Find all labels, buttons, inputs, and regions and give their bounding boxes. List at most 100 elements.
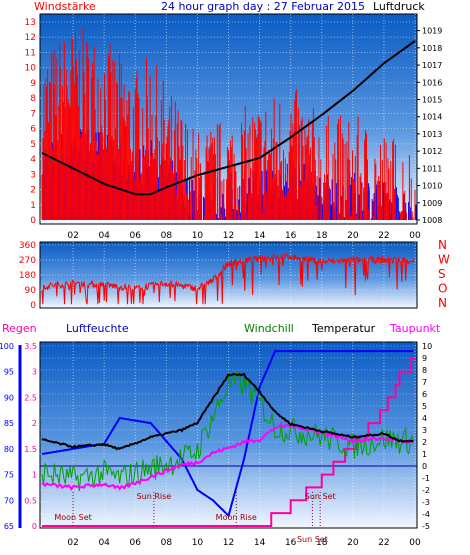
direction-tick: 0 — [30, 301, 36, 311]
dewpoint-line — [41, 422, 414, 491]
direction-tick: 270 — [19, 256, 36, 266]
hour-tick-label: 00 — [409, 538, 421, 548]
pressure-tick: 1013 — [422, 130, 442, 139]
hour-tick-label: 10 — [192, 231, 204, 241]
temperature-tick: -4 — [422, 510, 430, 519]
temperature-tick: 4 — [422, 414, 427, 423]
hour-tick-label: 14 — [254, 231, 266, 241]
direction-tick: 360 — [19, 241, 36, 251]
wind-speed-tick: 0 — [30, 216, 36, 226]
wind-speed-tick: 13 — [25, 18, 36, 28]
pressure-tick: 1018 — [422, 44, 442, 53]
pressure-tick: 1011 — [422, 164, 442, 173]
wind-speed-tick: 12 — [25, 33, 36, 43]
humidity-tick: 75 — [4, 471, 14, 480]
pressure-tick: 1009 — [422, 199, 442, 208]
wind-speed-tick: 4 — [30, 155, 36, 165]
rain-tick: 1 — [32, 471, 37, 480]
temperature-tick: 10 — [422, 342, 432, 351]
temperature-legend: Temperatur — [311, 322, 376, 335]
temperature-tick: -2 — [422, 486, 430, 495]
humidity-tick: 85 — [4, 419, 14, 428]
hour-tick-label: 06 — [130, 231, 142, 241]
windchill-line — [41, 371, 414, 491]
temperature-tick: 7 — [422, 378, 427, 387]
rain-tick: 0.5 — [24, 496, 37, 505]
wind-direction-line — [41, 253, 415, 305]
humidity-tick: 95 — [4, 368, 14, 377]
rain-tick: 0 — [32, 522, 37, 531]
humidity-tick: 80 — [4, 445, 14, 454]
wind-speed-tick: 9 — [30, 79, 36, 89]
temperature-tick: 1 — [422, 450, 427, 459]
compass-letter: N — [438, 296, 447, 310]
direction-tick: 180 — [19, 271, 36, 281]
event-label: Moon Set — [54, 513, 91, 522]
hour-tick-label: 20 — [347, 538, 359, 548]
compass-letter: W — [438, 253, 450, 267]
wind-speed-tick: 10 — [25, 64, 37, 74]
chart-title: 24 hour graph day : 27 Februar 2015 — [161, 0, 365, 13]
hour-tick-label: 04 — [98, 538, 110, 548]
hour-tick-label: 08 — [161, 231, 173, 241]
hour-tick-label: 02 — [67, 538, 78, 548]
compass-letter: N — [438, 238, 447, 252]
pressure-tick: 1015 — [422, 95, 442, 104]
temperature-line — [41, 372, 414, 451]
rain-tick: 3.5 — [24, 342, 37, 351]
temperature-tick: 6 — [422, 390, 427, 399]
compass-letter: O — [438, 282, 447, 296]
temperature-tick: 8 — [422, 366, 427, 375]
wind-speed-tick: 11 — [25, 48, 36, 58]
humidity-tick: 90 — [4, 393, 14, 402]
hour-tick-label: 06 — [130, 538, 142, 548]
pressure-tick: 1014 — [422, 113, 442, 122]
rain-tick: 2.5 — [24, 393, 37, 402]
humidity-tick: 65 — [4, 522, 14, 531]
hour-tick-label: 20 — [347, 231, 359, 241]
pressure-tick: 1016 — [422, 78, 442, 87]
pressure-tick: 1008 — [422, 216, 442, 225]
wind-speed-tick: 6 — [30, 125, 36, 135]
rain-tick: 2 — [32, 419, 37, 428]
temperature-tick: -5 — [422, 522, 430, 531]
event-label: Sun Set — [305, 492, 336, 501]
hour-tick-label: 12 — [223, 231, 234, 241]
humidity-legend: Luftfeuchte — [66, 322, 129, 335]
rain-tick: 3 — [32, 368, 37, 377]
rain-legend: Regen — [2, 322, 37, 335]
pressure-axis-label: Luftdruck — [373, 0, 425, 13]
wind-speed-axis-label: Windstärke — [34, 0, 96, 13]
hour-tick-label: 10 — [192, 538, 204, 548]
hour-tick-label: 12 — [223, 538, 234, 548]
wind-speed-tick: 3 — [30, 170, 36, 180]
hour-tick-label: 18 — [316, 231, 328, 241]
event-label: Moon Rise — [216, 513, 257, 522]
pressure-tick: 1017 — [422, 61, 442, 70]
pressure-tick: 1010 — [422, 182, 442, 191]
wind-speed-tick: 2 — [30, 186, 36, 196]
wind-speed-tick: 7 — [30, 109, 36, 119]
event-label: Sun Set — [297, 535, 328, 544]
event-label: Sun Rise — [137, 492, 172, 501]
temperature-tick: 9 — [422, 354, 427, 363]
temperature-tick: 2 — [422, 438, 427, 447]
humidity-tick: 100 — [0, 342, 14, 351]
dewpoint-legend: Taupunkt — [389, 322, 441, 335]
hour-tick-label: 02 — [67, 231, 78, 241]
pressure-tick: 1012 — [422, 147, 442, 156]
wind-speed-tick: 8 — [30, 94, 36, 104]
rain-tick: 1.5 — [24, 445, 37, 454]
wind-speed-tick: 1 — [30, 201, 36, 211]
hour-tick-label: 08 — [161, 538, 173, 548]
temperature-tick: 3 — [422, 426, 427, 435]
hour-tick-label: 14 — [254, 538, 266, 548]
temperature-tick: 5 — [422, 402, 427, 411]
direction-tick: 90 — [25, 286, 37, 296]
temperature-tick: -3 — [422, 498, 430, 507]
wind-speed-tick: 5 — [30, 140, 36, 150]
pressure-line — [41, 40, 416, 196]
humidity-tick: 70 — [4, 496, 14, 505]
